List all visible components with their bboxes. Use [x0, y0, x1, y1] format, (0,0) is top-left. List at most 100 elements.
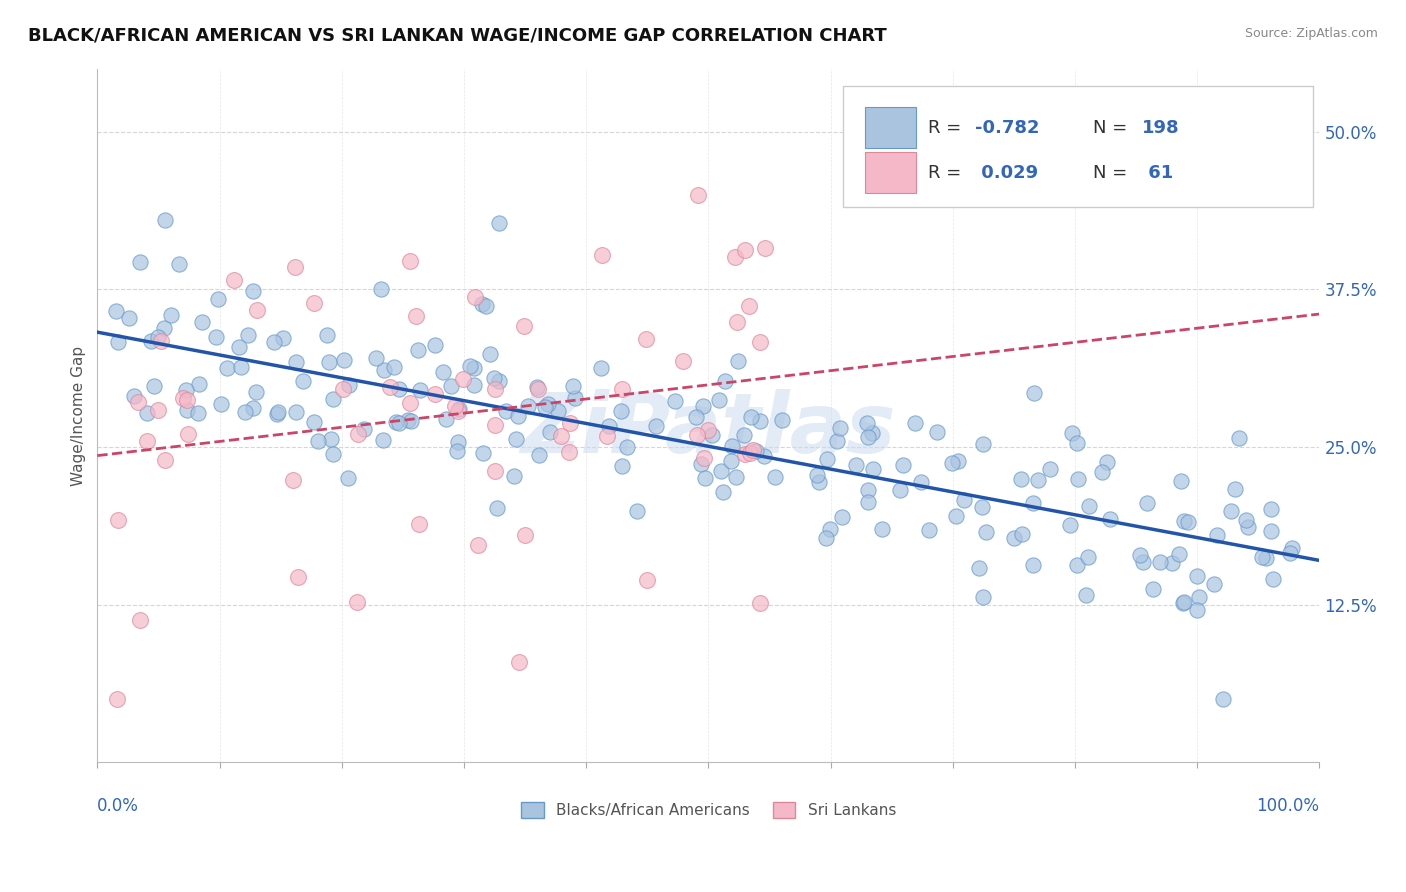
Point [856, 483, 879, 497]
Point [612, 382, 634, 396]
Text: Source: ZipAtlas.com: Source: ZipAtlas.com [1244, 27, 1378, 40]
Point [690, 458, 713, 472]
Point [508, 655, 530, 669]
Point [396, 413, 419, 427]
Text: 198: 198 [1142, 119, 1180, 136]
Point [560, 416, 582, 430]
Point [423, 386, 446, 401]
Point [672, 354, 695, 368]
Point [1173, 514, 1195, 528]
Point [1171, 596, 1194, 610]
Point [1237, 520, 1260, 534]
Text: -0.782: -0.782 [974, 119, 1039, 136]
Point [814, 531, 837, 545]
Point [291, 374, 314, 388]
Point [686, 428, 709, 442]
Point [626, 504, 648, 518]
Point [692, 399, 714, 413]
Point [749, 596, 772, 610]
Point [1078, 500, 1101, 514]
Point [479, 347, 502, 361]
Point [527, 383, 550, 397]
Point [484, 382, 506, 396]
Point [271, 331, 294, 345]
Text: 100.0%: 100.0% [1257, 797, 1319, 815]
Point [970, 500, 993, 515]
Point [447, 435, 470, 450]
Point [1188, 590, 1211, 604]
Point [910, 475, 932, 489]
Point [332, 382, 354, 396]
Point [526, 380, 548, 394]
Point [148, 402, 170, 417]
Point [738, 446, 761, 460]
Point [443, 399, 465, 413]
Point [972, 437, 994, 451]
Point [503, 469, 526, 483]
Point [856, 416, 879, 430]
Point [862, 462, 884, 476]
Point [770, 412, 793, 426]
Point [1202, 577, 1225, 591]
Point [534, 400, 557, 414]
Point [118, 311, 141, 326]
Point [1129, 548, 1152, 562]
Point [207, 292, 229, 306]
Point [818, 522, 841, 536]
Point [720, 454, 742, 468]
Point [105, 304, 128, 318]
Point [399, 414, 422, 428]
Point [734, 243, 756, 257]
Point [1026, 473, 1049, 487]
Point [806, 467, 828, 482]
Point [815, 451, 838, 466]
Point [564, 391, 586, 405]
Point [1254, 551, 1277, 566]
Point [263, 334, 285, 349]
Point [527, 448, 550, 462]
Point [1260, 502, 1282, 516]
Point [287, 570, 309, 584]
Point [319, 432, 342, 446]
Point [398, 253, 420, 268]
Point [242, 401, 264, 416]
Point [475, 299, 498, 313]
Point [664, 394, 686, 409]
Point [1039, 461, 1062, 475]
Point [204, 330, 226, 344]
Point [129, 255, 152, 269]
Text: N =: N = [1094, 163, 1133, 182]
Point [174, 383, 197, 397]
Point [434, 411, 457, 425]
Point [471, 297, 494, 311]
Point [754, 241, 776, 255]
Point [228, 340, 250, 354]
Point [388, 416, 411, 430]
Point [591, 248, 613, 262]
Point [872, 523, 894, 537]
Text: N =: N = [1094, 119, 1133, 136]
Point [1173, 595, 1195, 609]
Point [1142, 582, 1164, 596]
Point [139, 334, 162, 348]
Point [405, 310, 427, 324]
Point [505, 432, 527, 446]
Text: R =: R = [928, 119, 967, 136]
Point [107, 335, 129, 350]
Point [1260, 524, 1282, 538]
Point [711, 485, 734, 500]
Point [724, 470, 747, 484]
Point [484, 464, 506, 478]
Point [1279, 545, 1302, 559]
Text: ZiPatlas: ZiPatlas [520, 389, 896, 470]
FancyBboxPatch shape [865, 107, 917, 148]
Point [1024, 385, 1046, 400]
Point [423, 338, 446, 352]
Point [1132, 555, 1154, 569]
Point [945, 509, 967, 524]
Point [485, 501, 508, 516]
Point [763, 469, 786, 483]
Point [1223, 482, 1246, 496]
Text: 0.0%: 0.0% [97, 797, 139, 815]
Point [302, 295, 325, 310]
